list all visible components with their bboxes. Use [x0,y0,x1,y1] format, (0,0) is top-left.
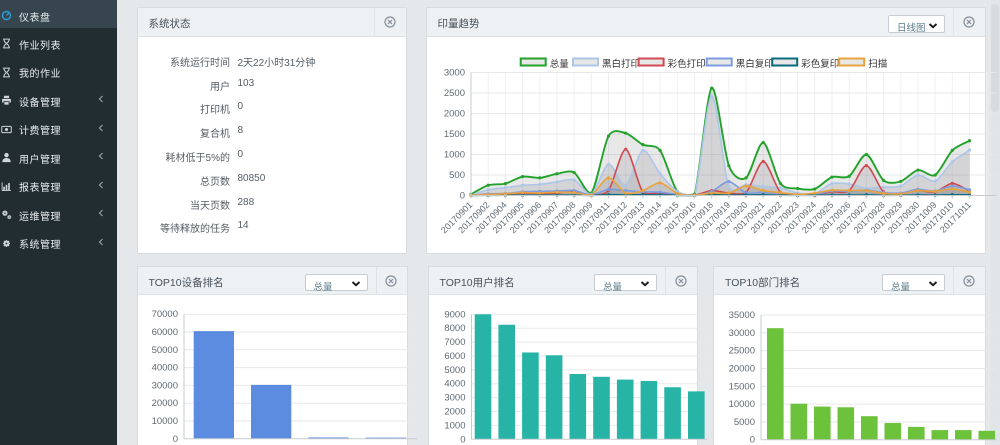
svg-text:60000: 60000 [151,327,177,338]
svg-text:30000: 30000 [151,380,177,391]
svg-text:2000: 2000 [444,407,465,418]
svg-text:3000: 3000 [443,67,464,78]
svg-text:35000: 35000 [729,310,755,321]
svg-text:70000: 70000 [151,309,177,320]
svg-text:0: 0 [460,434,465,445]
svg-text:5000: 5000 [444,365,465,376]
svg-text:1000: 1000 [444,420,465,431]
svg-text:0: 0 [172,434,177,445]
svg-text:2000: 2000 [443,108,464,119]
svg-text:7000: 7000 [444,337,465,348]
svg-text:40000: 40000 [151,363,177,374]
svg-text:黑白复印: 黑白复印 [735,58,773,70]
svg-text:10000: 10000 [729,399,755,410]
svg-text:1000: 1000 [443,149,464,160]
svg-text:2500: 2500 [443,88,464,99]
svg-text:黑白打印: 黑白打印 [602,58,640,70]
svg-text:8000: 8000 [444,323,465,334]
svg-text:扫描: 扫描 [868,58,888,70]
svg-text:25000: 25000 [729,346,755,357]
svg-text:20000: 20000 [729,363,755,374]
svg-text:4000: 4000 [444,379,465,390]
svg-text:20000: 20000 [151,398,177,409]
svg-text:15000: 15000 [729,381,755,392]
svg-text:总量: 总量 [549,58,569,70]
svg-text:30000: 30000 [729,328,755,339]
svg-text:彩色复印: 彩色复印 [801,58,839,70]
svg-text:6000: 6000 [444,351,465,362]
svg-text:3000: 3000 [444,393,465,404]
svg-text:彩色打印: 彩色打印 [667,58,705,70]
svg-text:50000: 50000 [151,345,177,356]
svg-text:9000: 9000 [444,309,465,320]
svg-text:0: 0 [459,190,464,201]
svg-text:5000: 5000 [734,417,755,428]
svg-text:0: 0 [750,435,755,445]
svg-text:500: 500 [449,170,465,181]
svg-text:1500: 1500 [443,129,464,140]
svg-text:10000: 10000 [151,416,177,427]
